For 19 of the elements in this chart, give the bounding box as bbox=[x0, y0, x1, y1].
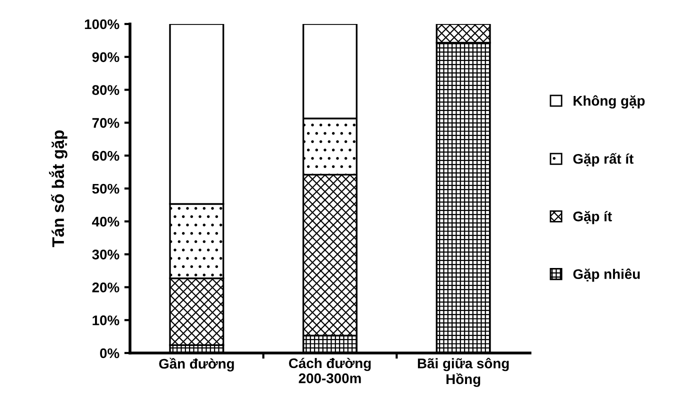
y-tick-label: 70% bbox=[92, 118, 120, 128]
y-tick-label: 50% bbox=[92, 184, 120, 194]
y-tick-label: 100% bbox=[84, 19, 120, 30]
y-tick-label: 90% bbox=[92, 52, 120, 62]
y-tick-label: 60% bbox=[92, 150, 120, 161]
y-tick-label: 80% bbox=[92, 85, 120, 95]
y-tick-label: 30% bbox=[92, 250, 120, 260]
y-tick-label: 10% bbox=[92, 315, 120, 326]
legend-label: Gặp nhiêu bbox=[573, 268, 640, 282]
x-tick-label: Gần đường bbox=[159, 358, 234, 372]
x-tick-label: Cách đường 200-300m bbox=[288, 358, 371, 384]
legend-label: Gặp rất ít bbox=[573, 152, 634, 167]
x-tick-label: Bãi giữa sông Hồng bbox=[418, 358, 509, 387]
y-tick-label: 40% bbox=[92, 216, 120, 227]
y-tick-label: 0% bbox=[100, 348, 120, 358]
y-axis-title: Tán số bắt gặp bbox=[49, 130, 68, 248]
legend-label: Gặp ít bbox=[573, 210, 612, 224]
legend-label: Không gặp bbox=[574, 95, 645, 109]
y-tick-label: 20% bbox=[92, 282, 120, 292]
